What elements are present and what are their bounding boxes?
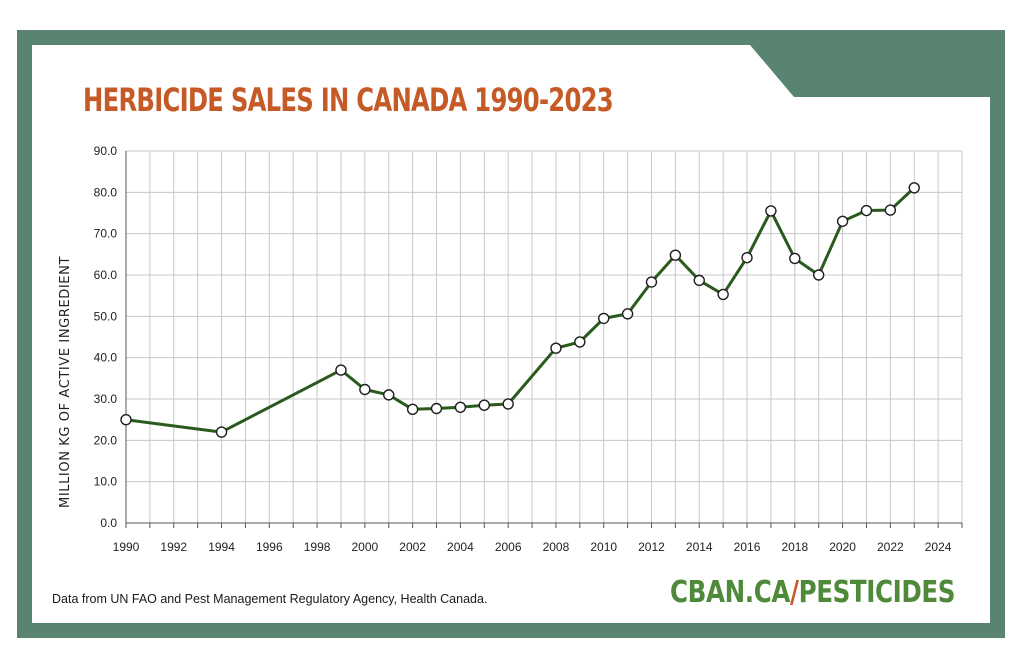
x-tick-label: 1994	[208, 540, 235, 554]
x-tick-label: 2002	[399, 540, 426, 554]
x-tick-label: 2006	[495, 540, 522, 554]
data-point	[430, 402, 443, 415]
brand-slash: /	[790, 575, 799, 610]
data-point	[669, 249, 682, 261]
x-tick-label: 2014	[686, 540, 713, 554]
data-point	[120, 413, 132, 426]
data-point	[717, 288, 729, 301]
data-point	[765, 205, 777, 217]
corner-tab	[750, 45, 990, 97]
x-tick-label: 1990	[113, 540, 140, 554]
data-point	[860, 204, 873, 217]
brand-right: PESTICIDES	[798, 575, 956, 610]
x-tick-label: 2000	[352, 540, 379, 554]
y-tick-label: 0.0	[100, 516, 117, 530]
y-tick-label: 40.0	[94, 351, 118, 365]
data-point	[645, 276, 658, 288]
data-point	[478, 399, 490, 411]
x-tick-label: 2008	[543, 540, 570, 554]
x-tick-label: 2010	[590, 540, 617, 554]
x-tick-label: 2016	[734, 540, 761, 554]
data-point	[215, 426, 228, 438]
x-tick-label: 2020	[829, 540, 856, 554]
content-panel	[32, 45, 990, 623]
data-point	[598, 312, 610, 325]
y-tick-label: 90.0	[94, 144, 118, 158]
x-tick-label: 2018	[781, 540, 808, 554]
data-point	[741, 251, 753, 264]
y-tick-label: 70.0	[94, 227, 118, 241]
brand-left: CBAN.CA	[670, 575, 791, 610]
data-point	[884, 204, 897, 216]
axes	[125, 151, 962, 524]
data-point	[693, 274, 705, 287]
x-tick-labels: 1990 1992 1994 1996 1998 2000 2002 2004 2006 2008…	[113, 540, 952, 554]
x-tick-label: 1998	[304, 540, 331, 554]
data-point	[502, 398, 514, 410]
y-tick-label: 50.0	[94, 309, 118, 323]
data-point	[908, 182, 920, 194]
data-point	[406, 403, 419, 416]
y-axis-title: MILLION KG OF ACTIVE INGREDIENT	[58, 256, 73, 508]
data-point	[789, 252, 801, 265]
x-tick-label: 1992	[160, 540, 187, 554]
y-tick-label: 30.0	[94, 392, 118, 406]
x-tick-label: 2022	[877, 540, 904, 554]
y-tick-label: 60.0	[94, 268, 118, 282]
data-point	[550, 342, 562, 354]
y-tick-label: 10.0	[94, 475, 118, 489]
series-line	[125, 186, 916, 434]
x-tick-label: 2004	[447, 540, 474, 554]
x-tick-label: 2012	[638, 540, 665, 554]
series-layer	[120, 182, 920, 438]
data-point	[454, 401, 467, 413]
brand-url[interactable]: CBAN.CA/PESTICIDES	[670, 574, 956, 612]
y-tick-label: 80.0	[94, 185, 118, 199]
data-point	[812, 269, 825, 281]
x-tick-label: 2024	[925, 540, 952, 554]
x-tick-label: 1996	[256, 540, 283, 554]
chart-title: HERBICIDE SALES IN CANADA 1990-2023	[83, 81, 614, 119]
y-tick-labels: 0.0 10.0 20.0 30.0 40.0 50.0 60.0 70.0 80.0 90.0	[94, 144, 118, 530]
data-point	[359, 383, 371, 396]
grid-lines	[125, 150, 963, 528]
y-tick-label: 20.0	[94, 433, 118, 447]
data-point	[574, 336, 586, 348]
data-point	[335, 364, 347, 376]
data-point	[836, 215, 849, 227]
data-point	[621, 308, 634, 320]
data-point	[383, 389, 395, 401]
source-note: Data from UN FAO and Pest Management Reg…	[52, 592, 488, 606]
